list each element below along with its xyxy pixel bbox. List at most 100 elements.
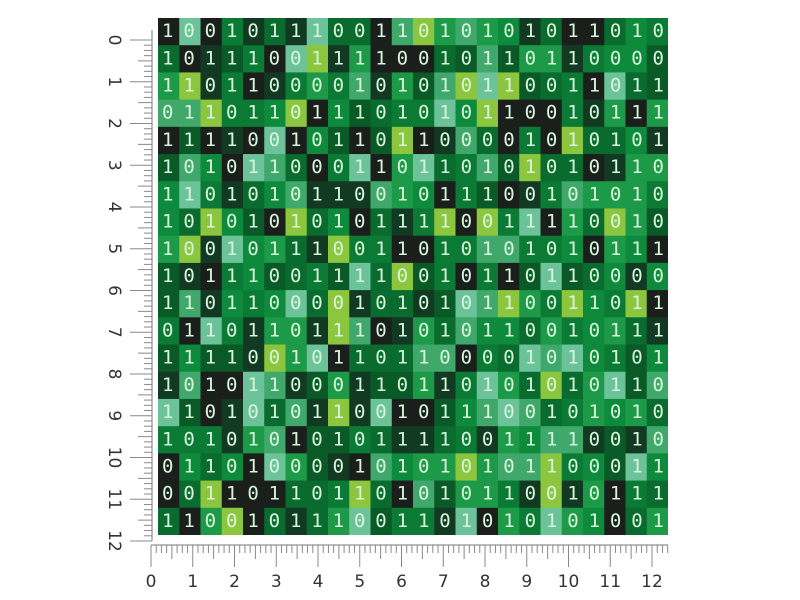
pattern-cell: [158, 18, 180, 46]
pattern-cell: [498, 290, 520, 318]
pattern-cell: [221, 99, 244, 128]
pattern-cell: [498, 99, 520, 128]
pattern-cell: [625, 507, 648, 535]
pattern-cell: [349, 398, 371, 427]
pattern-cell: [561, 371, 584, 400]
pattern-cell: [306, 426, 329, 454]
pattern-cell: [646, 507, 668, 535]
pattern-cell: [264, 45, 286, 73]
pattern-cell: [370, 453, 393, 482]
pattern-cell: [200, 262, 223, 291]
pattern-cell: [158, 371, 180, 400]
pattern-cell: [179, 126, 201, 155]
pattern-cell: [179, 208, 201, 237]
pattern-cell: [455, 235, 478, 264]
pattern-cell: [328, 290, 350, 318]
ruler-label: 7: [104, 327, 124, 338]
pattern-cell: [243, 398, 265, 427]
ruler-label: 0: [104, 35, 124, 46]
pattern-cell: [625, 371, 648, 400]
pattern-cell: [561, 72, 584, 101]
ruler-label: 11: [104, 488, 124, 510]
pattern-cell: [540, 181, 563, 209]
pattern-cell: [391, 426, 414, 454]
pattern-cell: [413, 453, 435, 482]
pattern-cell: [519, 99, 541, 128]
pattern-cell: [625, 72, 648, 101]
pattern-cell: [455, 72, 478, 101]
pattern-cell: [625, 317, 648, 346]
pattern-cell: [476, 45, 499, 73]
pattern-cell: [583, 290, 605, 318]
ruler-label: 0: [146, 572, 157, 592]
pattern-cell: [306, 453, 329, 482]
pattern-cell: [455, 480, 478, 509]
pattern-cell: [646, 398, 668, 427]
pattern-cell: [349, 317, 371, 346]
pattern-cell: [243, 99, 265, 128]
pattern-cell: [264, 507, 286, 535]
pattern-cell: [200, 426, 223, 454]
pattern-cell: [646, 371, 668, 400]
pattern-cell: [625, 453, 648, 482]
pattern-cell: [540, 453, 563, 482]
pattern-cell: [243, 507, 265, 535]
pattern-cell: [306, 45, 329, 73]
pattern-cell: [455, 290, 478, 318]
pattern-cell: [646, 126, 668, 155]
pattern-cell: [434, 18, 456, 46]
pattern-cell: [370, 426, 393, 454]
pattern-cell: [221, 72, 244, 101]
pattern-cell: [221, 154, 244, 182]
pattern-cell: [243, 18, 265, 46]
pattern-cell: [498, 480, 520, 509]
pattern-cell: [221, 453, 244, 482]
pattern-cell: [561, 398, 584, 427]
pattern-cell: [264, 154, 286, 182]
pattern-cell: [200, 480, 223, 509]
pattern-cell: [179, 181, 201, 209]
pattern-cell: [285, 262, 308, 291]
pattern-cell: [158, 181, 180, 209]
pattern-cell: [370, 99, 393, 128]
pattern-cell: [391, 154, 414, 182]
pattern-cell: [306, 18, 329, 46]
pattern-cell: [306, 507, 329, 535]
pattern-cell: [455, 317, 478, 346]
ruler-label: 12: [641, 572, 663, 592]
pattern-cell: [540, 99, 563, 128]
pattern-cell: [349, 126, 371, 155]
pattern-cell: [349, 18, 371, 46]
pattern-cell: [349, 154, 371, 182]
pattern-cell: [646, 290, 668, 318]
pattern-cell: [583, 235, 605, 264]
pattern-cell: [179, 453, 201, 482]
pattern-cell: [540, 317, 563, 346]
pattern-cell: [391, 507, 414, 535]
pattern-cell: [264, 290, 286, 318]
pattern-cell: [625, 154, 648, 182]
pattern-cell: [370, 507, 393, 535]
pattern-cell: [221, 371, 244, 400]
pattern-cell: [221, 262, 244, 291]
pattern-cell: [540, 426, 563, 454]
pattern-cell: [434, 453, 456, 482]
pattern-cell: [455, 99, 478, 128]
pattern-cell: [349, 99, 371, 128]
pattern-cell: [625, 344, 648, 373]
pattern-cell: [413, 181, 435, 209]
pattern-cell: [221, 181, 244, 209]
pattern-cell: [561, 480, 584, 509]
pattern-cell: [243, 72, 265, 101]
pattern-cell: [604, 18, 626, 46]
pattern-cell: [498, 181, 520, 209]
pattern-cell: [370, 480, 393, 509]
pattern-cell: [391, 99, 414, 128]
pattern-cell: [370, 154, 393, 182]
pattern-cell: [625, 45, 648, 73]
pattern-cell: [604, 45, 626, 73]
pattern-cell: [179, 262, 201, 291]
pattern-cell: [519, 371, 541, 400]
pattern-cell: [243, 453, 265, 482]
pattern-cell: [264, 453, 286, 482]
